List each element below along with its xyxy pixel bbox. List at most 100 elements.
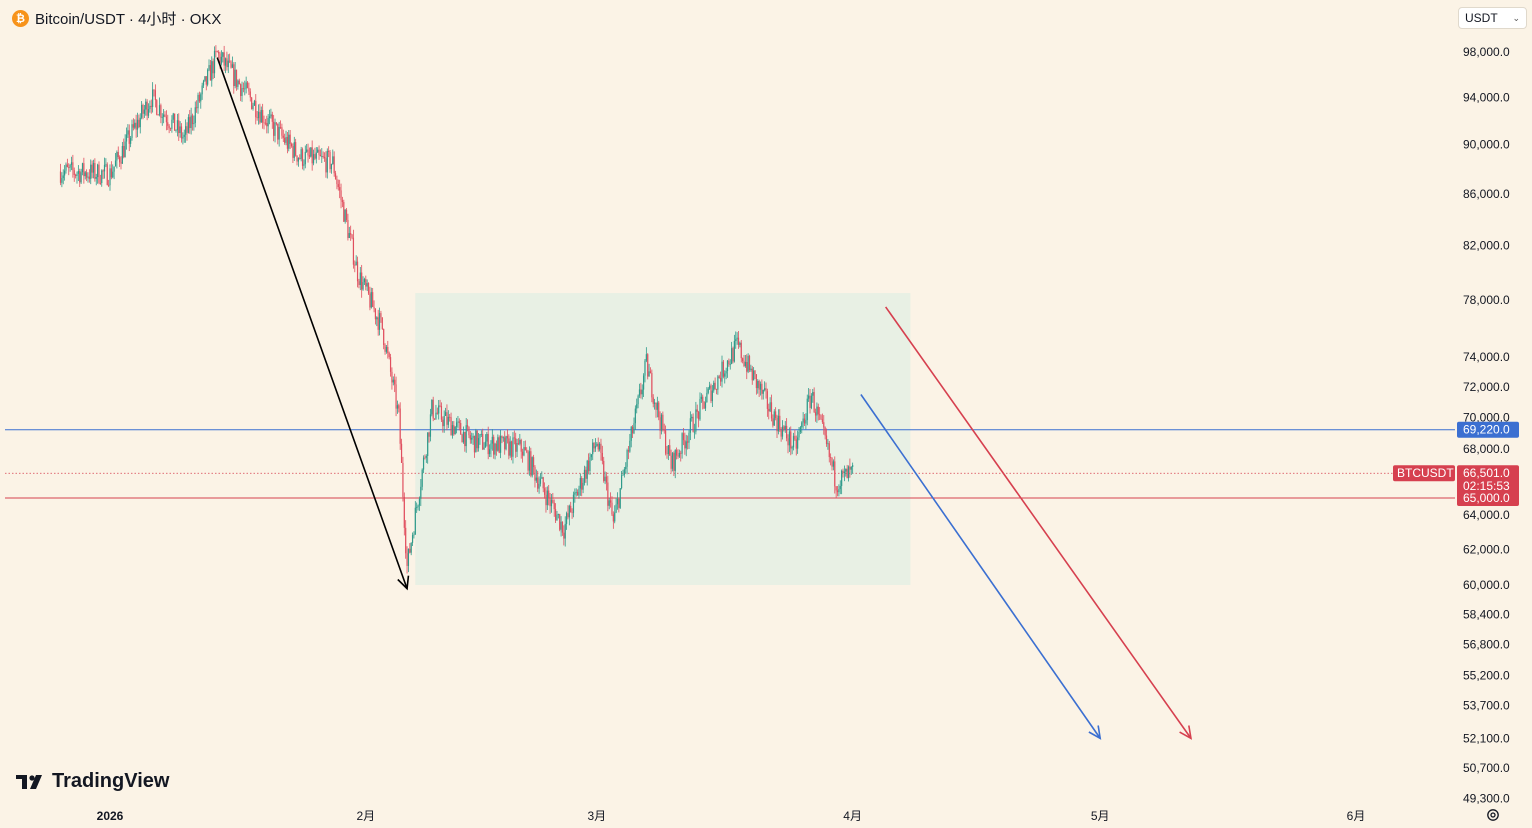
candle — [563, 525, 565, 546]
y-tick-label: 94,000.0 — [1463, 90, 1510, 104]
candle — [424, 454, 426, 460]
candle-body — [471, 437, 473, 440]
candle-body — [143, 109, 145, 114]
candle-body — [779, 415, 781, 429]
candle-body — [121, 146, 123, 164]
candle-body — [808, 395, 810, 399]
candle — [194, 101, 196, 128]
candle-body — [94, 163, 96, 179]
candle-body — [314, 154, 316, 159]
candle — [201, 82, 203, 100]
candle-body — [582, 482, 584, 490]
candle-body — [363, 279, 366, 283]
candle — [136, 112, 139, 138]
candle-body — [83, 163, 85, 177]
candle-body — [651, 373, 653, 398]
candle-body — [688, 432, 690, 443]
candle-body — [707, 388, 709, 393]
candle-body — [443, 415, 445, 427]
candle-body — [262, 109, 264, 123]
candle-body — [297, 157, 300, 162]
candle — [143, 104, 145, 118]
candle-body — [263, 122, 265, 124]
candle — [718, 374, 720, 379]
candle — [266, 115, 268, 134]
candle-body — [259, 111, 261, 123]
candle-body — [88, 176, 90, 179]
candle-body — [641, 389, 643, 395]
candle-body — [490, 443, 492, 450]
candle — [568, 504, 570, 526]
candle-body — [596, 443, 598, 446]
candle-body — [803, 418, 806, 424]
candle-body — [212, 61, 214, 74]
candle — [803, 414, 806, 427]
candle — [576, 489, 579, 496]
candle — [374, 308, 377, 325]
candle — [553, 499, 555, 517]
candle — [696, 404, 698, 419]
candle-body — [95, 177, 97, 179]
candle-body — [230, 61, 232, 68]
candle — [625, 462, 627, 474]
candle-body — [381, 317, 383, 329]
candle — [422, 455, 425, 474]
candle-body — [152, 89, 154, 107]
candle — [545, 487, 547, 513]
candle-body — [86, 172, 88, 178]
currency-select[interactable]: USDT ⌄ — [1458, 7, 1527, 29]
candle — [594, 438, 597, 452]
candle — [754, 369, 756, 380]
candle — [405, 520, 407, 559]
tradingview-logo[interactable]: TradingView — [16, 770, 169, 793]
candle-body — [99, 182, 101, 184]
candle-body — [312, 154, 315, 164]
candle — [592, 438, 594, 461]
candle-body — [835, 486, 837, 491]
candle-body — [185, 126, 187, 135]
candle-body — [604, 476, 606, 481]
candle — [372, 287, 374, 308]
candle — [676, 447, 678, 460]
candle-body — [417, 505, 419, 508]
candle-body — [590, 454, 592, 458]
candle-body — [425, 455, 427, 458]
candle — [274, 118, 276, 143]
candle-body — [552, 499, 554, 503]
candle-body — [306, 149, 308, 152]
candle-body — [256, 117, 258, 119]
candle — [191, 113, 194, 131]
candle-body — [728, 360, 730, 365]
candle — [237, 79, 239, 90]
candle — [318, 145, 320, 160]
candle — [505, 435, 507, 451]
candle-body — [432, 399, 434, 419]
candle — [244, 80, 246, 96]
candle-body — [307, 149, 309, 156]
candle — [607, 475, 609, 512]
candle — [409, 543, 411, 554]
candle-body — [190, 115, 192, 129]
candle-body — [652, 397, 654, 404]
candle-body — [347, 219, 349, 238]
candle — [498, 435, 500, 454]
candle-body — [619, 488, 621, 508]
candle — [98, 161, 100, 185]
candle — [69, 163, 71, 172]
candle — [285, 130, 287, 146]
candle-body — [219, 53, 221, 64]
candle — [810, 393, 812, 410]
candle-body — [777, 415, 779, 432]
candle-body — [215, 50, 217, 52]
candle — [319, 149, 322, 157]
candle-body — [245, 82, 247, 89]
candle — [743, 355, 745, 368]
candle-body — [528, 451, 531, 471]
candle — [131, 119, 133, 141]
settings-gear-icon[interactable] — [1486, 808, 1500, 822]
candle — [469, 430, 471, 444]
candle-body — [614, 512, 616, 522]
candle — [819, 407, 821, 421]
candle-body — [667, 445, 669, 454]
